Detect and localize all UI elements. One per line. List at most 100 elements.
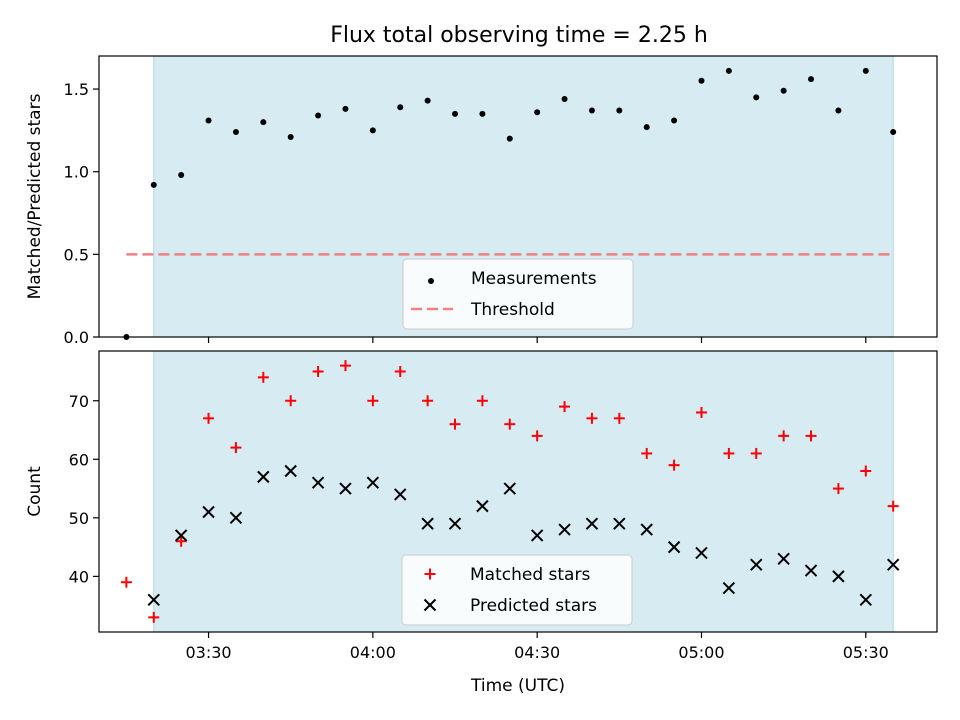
measurement-point (808, 76, 815, 83)
y-tick-label: 50 (69, 509, 89, 528)
predicted-star-point (750, 558, 763, 571)
predicted-star-point (202, 505, 215, 519)
measurement-point (643, 124, 650, 131)
x-b (476, 499, 489, 513)
measurement-point (397, 104, 404, 111)
matched-star-point (559, 401, 571, 413)
matched-star-point (805, 430, 817, 442)
predicted-star-point (174, 529, 188, 542)
measurement-point (616, 107, 623, 114)
matched-star-point (531, 430, 543, 442)
matched-star-point (695, 406, 707, 418)
y-tick-label: 1.5 (64, 80, 89, 99)
x-b (804, 564, 818, 577)
legend-label: Predicted stars (470, 596, 597, 616)
measurement-point (588, 107, 595, 114)
measurement-point (561, 95, 568, 102)
measurement-point (260, 119, 267, 126)
measurement-point (862, 67, 869, 74)
predicted-star-point (886, 558, 900, 571)
measurement-point (452, 110, 459, 117)
x-b (886, 558, 900, 571)
chart-title: Flux total observing time = 2.25 h (330, 23, 708, 48)
x-b (366, 476, 380, 489)
matched-star-point (832, 483, 844, 495)
legend: Measurements Threshold (402, 258, 634, 330)
predicted-star-point (695, 546, 708, 560)
x-b (394, 488, 407, 501)
matched-star-point (887, 500, 899, 512)
matched-star-point (367, 395, 379, 407)
measurement-point (424, 97, 431, 104)
legend-dot-marker (428, 278, 434, 284)
measurement-point (205, 117, 212, 124)
x-b (613, 517, 626, 530)
x-tick-label: 05:30 (843, 643, 889, 662)
x-b (421, 517, 434, 530)
predicted-star-point (421, 517, 434, 530)
matched-star-point (394, 365, 406, 377)
measurement-point (890, 129, 897, 136)
x-b (339, 482, 352, 495)
legend-label: Threshold (470, 300, 555, 320)
matched-star-point (449, 418, 461, 430)
x-b (722, 581, 736, 595)
predicted-star-point (147, 593, 160, 607)
measurement-point (725, 67, 732, 74)
measurement-point (315, 112, 322, 119)
x-b (558, 523, 571, 536)
predicted-star-point (585, 517, 599, 530)
predicted-star-point (558, 523, 571, 536)
predicted-star-point (284, 464, 297, 478)
x-b (640, 523, 653, 536)
predicted-star-point (366, 476, 380, 489)
predicted-star-point (804, 564, 818, 577)
matched-star-point (504, 418, 516, 430)
matched-star-point (203, 412, 215, 424)
x-b (695, 546, 708, 560)
x-b (284, 464, 297, 478)
x-b (311, 476, 325, 489)
measurement-point (342, 105, 349, 112)
count-panel: 40 50 60 70 03:30 04:00 04:30 05:00 05:30 Count Ti… (25, 350, 938, 696)
y-tick-label: 70 (69, 392, 89, 411)
predicted-star-point (257, 470, 270, 484)
x-b (229, 511, 243, 525)
matched-star-point (723, 447, 735, 459)
x-b (147, 593, 160, 607)
predicted-star-point (722, 581, 736, 595)
measurement-point (753, 94, 760, 101)
matched-star-point (641, 447, 653, 459)
y-tick-label: 40 (69, 567, 89, 586)
y-axis-label: Count (25, 466, 45, 517)
measurement-point (232, 129, 239, 136)
predicted-star-point (311, 476, 325, 489)
x-b (750, 558, 763, 571)
matched-star-point (175, 535, 187, 547)
x-b (530, 529, 544, 542)
x-b (448, 517, 462, 530)
x-tick-label: 03:30 (185, 643, 231, 662)
matched-star-point (668, 459, 680, 471)
y-tick-label: 1.0 (64, 163, 89, 182)
measurement-point (534, 109, 541, 116)
y-axis-label: Matched/Predicted stars (25, 93, 45, 299)
x-b (202, 505, 215, 519)
measurement-point (698, 77, 705, 84)
predicted-star-point (640, 523, 653, 536)
predicted-star-point (229, 511, 243, 525)
predicted-star-point (832, 570, 845, 583)
matched-star-point (285, 395, 297, 407)
measurement-point (506, 135, 513, 142)
matched-star-point (860, 465, 872, 477)
legend-x-b (423, 598, 437, 612)
ratio-panel: 0.0 0.5 1.0 1.5 Matched/Predicted stars Measu… (25, 55, 938, 347)
measurement-point (671, 117, 678, 124)
x-b (859, 593, 873, 607)
matched-star-point (257, 371, 269, 383)
measurement-point (479, 110, 486, 117)
predicted-star-point (394, 488, 407, 501)
matched-star-point (750, 447, 762, 459)
x-b (585, 517, 599, 530)
